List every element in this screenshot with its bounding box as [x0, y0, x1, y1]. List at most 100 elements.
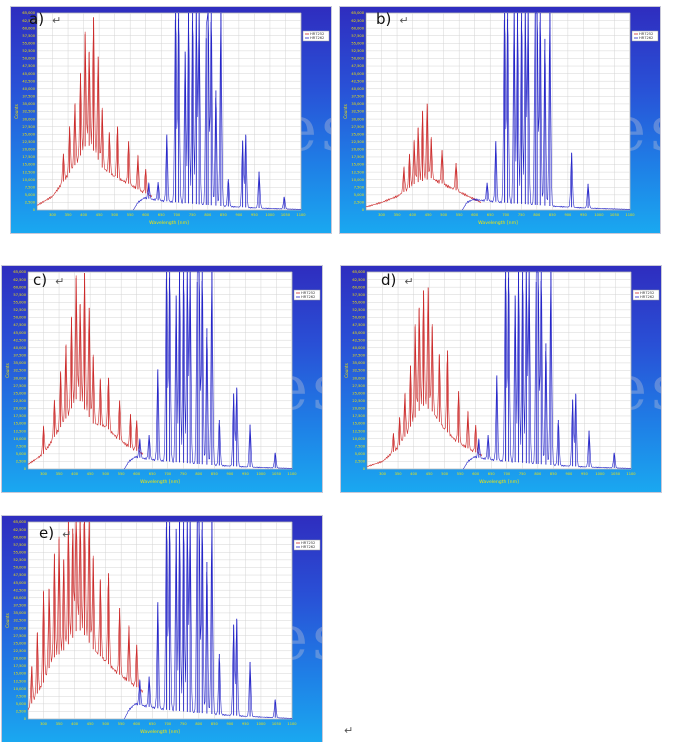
x-tick-label: 550 — [118, 472, 126, 476]
y-tick-label: 35,000 — [13, 361, 26, 365]
y-tick-label: 62,500 — [22, 19, 35, 23]
chart-svg: 0 2,500 5,000 7,500 10,000 12,500 15,000 17,500… — [5, 270, 321, 485]
y-tick-label: 35,000 — [22, 102, 35, 106]
x-tick-label: 900 — [226, 472, 234, 476]
y-tick-label: 0 — [33, 208, 36, 212]
x-tick-label: 650 — [158, 213, 166, 217]
x-tick-label: 550 — [457, 472, 465, 476]
y-tick-label: 10,000 — [351, 178, 364, 182]
y-tick-label: 42,500 — [22, 79, 35, 83]
y-tick-label: 0 — [24, 467, 27, 471]
x-tick-label: 700 — [503, 472, 511, 476]
x-tick-label: 1000 — [595, 472, 605, 476]
y-tick-label: 35,000 — [351, 102, 364, 106]
x-tick-label: 550 — [127, 213, 135, 217]
x-tick-label: 700 — [502, 213, 510, 217]
y-axis-label: Counts — [343, 104, 348, 119]
y-tick-label: 2,500 — [25, 201, 36, 205]
series-line — [124, 271, 293, 470]
panel-label-b: b) ↵ — [376, 10, 409, 28]
y-tick-label: 65,000 — [352, 270, 365, 274]
y-tick-label: 17,500 — [13, 664, 26, 668]
y-tick-label: 40,000 — [13, 346, 26, 350]
x-tick-label: 1050 — [281, 213, 291, 217]
x-tick-label: 750 — [189, 213, 197, 217]
y-tick-label: 60,000 — [13, 285, 26, 289]
x-tick-label: 500 — [440, 213, 448, 217]
y-tick-label: 10,000 — [352, 437, 365, 441]
x-tick-label: 950 — [580, 213, 588, 217]
y-tick-label: 20,000 — [22, 148, 35, 152]
x-tick-label: 1000 — [265, 213, 275, 217]
x-tick-label: 500 — [111, 213, 119, 217]
y-tick-label: 30,000 — [13, 626, 26, 630]
y-tick-label: 32,500 — [22, 110, 35, 114]
y-tick-label: 62,500 — [13, 278, 26, 282]
x-tick-label: 1050 — [610, 213, 620, 217]
y-tick-label: 20,000 — [13, 407, 26, 411]
y-tick-label: 50,000 — [13, 316, 26, 320]
chart-panel-d: ocean es 02,5005,0007,50010,00012,50015,… — [341, 266, 661, 492]
y-tick-label: 7,500 — [355, 444, 366, 448]
panel-label-d: d) ↵ — [381, 271, 414, 289]
series-hr7252 — [366, 287, 483, 467]
x-tick-label: 850 — [211, 472, 219, 476]
y-axis-label: Counts — [5, 363, 10, 378]
y-tick-label: 7,500 — [16, 694, 27, 698]
y-tick-label: 52,500 — [22, 49, 35, 53]
series-hr7252 — [36, 17, 153, 206]
x-tick-label: 1050 — [272, 722, 282, 726]
x-tick-label: 300 — [378, 213, 386, 217]
y-tick-label: 60,000 — [352, 285, 365, 289]
x-tick-label: 350 — [65, 213, 73, 217]
y-tick-label: 10,000 — [13, 687, 26, 691]
y-tick-label: 10,000 — [13, 437, 26, 441]
y-axis-label: Counts — [14, 104, 19, 119]
return-mark: ↵ — [55, 275, 65, 288]
chart-panel-e: ocean es 02,5005,0007,50010,00012,50015,… — [2, 516, 322, 742]
y-tick-label: 52,500 — [352, 308, 365, 312]
x-tick-label: 1100 — [626, 472, 636, 476]
y-tick-label: 40,000 — [13, 596, 26, 600]
y-tick-label: 57,500 — [351, 34, 364, 38]
y-tick-label: 5,000 — [16, 452, 27, 456]
y-tick-label: 7,500 — [16, 444, 27, 448]
y-tick-label: 12,500 — [13, 429, 26, 433]
y-tick-label: 25,000 — [352, 391, 365, 395]
y-tick-label: 15,000 — [352, 422, 365, 426]
y-tick-label: 27,500 — [352, 384, 365, 388]
y-tick-label: 17,500 — [13, 414, 26, 418]
y-tick-label: 5,000 — [354, 193, 365, 197]
series-line — [366, 290, 483, 467]
x-tick-label: 950 — [251, 213, 259, 217]
y-tick-label: 12,500 — [351, 170, 364, 174]
y-tick-label: 37,500 — [352, 354, 365, 358]
y-tick-label: 32,500 — [352, 369, 365, 373]
x-tick-label: 300 — [40, 722, 48, 726]
x-tick-label: 600 — [472, 472, 480, 476]
x-tick-label: 850 — [549, 213, 557, 217]
x-tick-label: 800 — [534, 472, 542, 476]
y-tick-label: 0 — [363, 467, 366, 471]
y-tick-label: 47,500 — [13, 573, 26, 577]
x-tick-label: 500 — [441, 472, 449, 476]
y-tick-label: 0 — [24, 717, 27, 721]
legend-entry: HR7262 — [639, 36, 653, 40]
chart-svg: 0 2,500 5,000 7,500 10,000 12,500 15,000 17,500… — [14, 11, 330, 226]
return-mark: ↵ — [62, 528, 72, 541]
legend-entry: HR7252 — [640, 291, 654, 295]
y-tick-label: 22,500 — [13, 399, 26, 403]
x-tick-label: 450 — [96, 213, 104, 217]
series-line — [27, 521, 144, 711]
y-tick-label: 45,000 — [13, 581, 26, 585]
y-tick-label: 47,500 — [352, 323, 365, 327]
y-tick-label: 62,500 — [351, 19, 364, 23]
legend-entry: HR7252 — [639, 32, 653, 36]
x-tick-label: 1000 — [594, 213, 604, 217]
legend-box — [293, 539, 321, 551]
y-tick-label: 40,000 — [22, 87, 35, 91]
series-line — [462, 12, 631, 211]
y-tick-label: 10,000 — [22, 178, 35, 182]
series-line — [463, 271, 632, 470]
series-hr7252 — [365, 103, 482, 208]
